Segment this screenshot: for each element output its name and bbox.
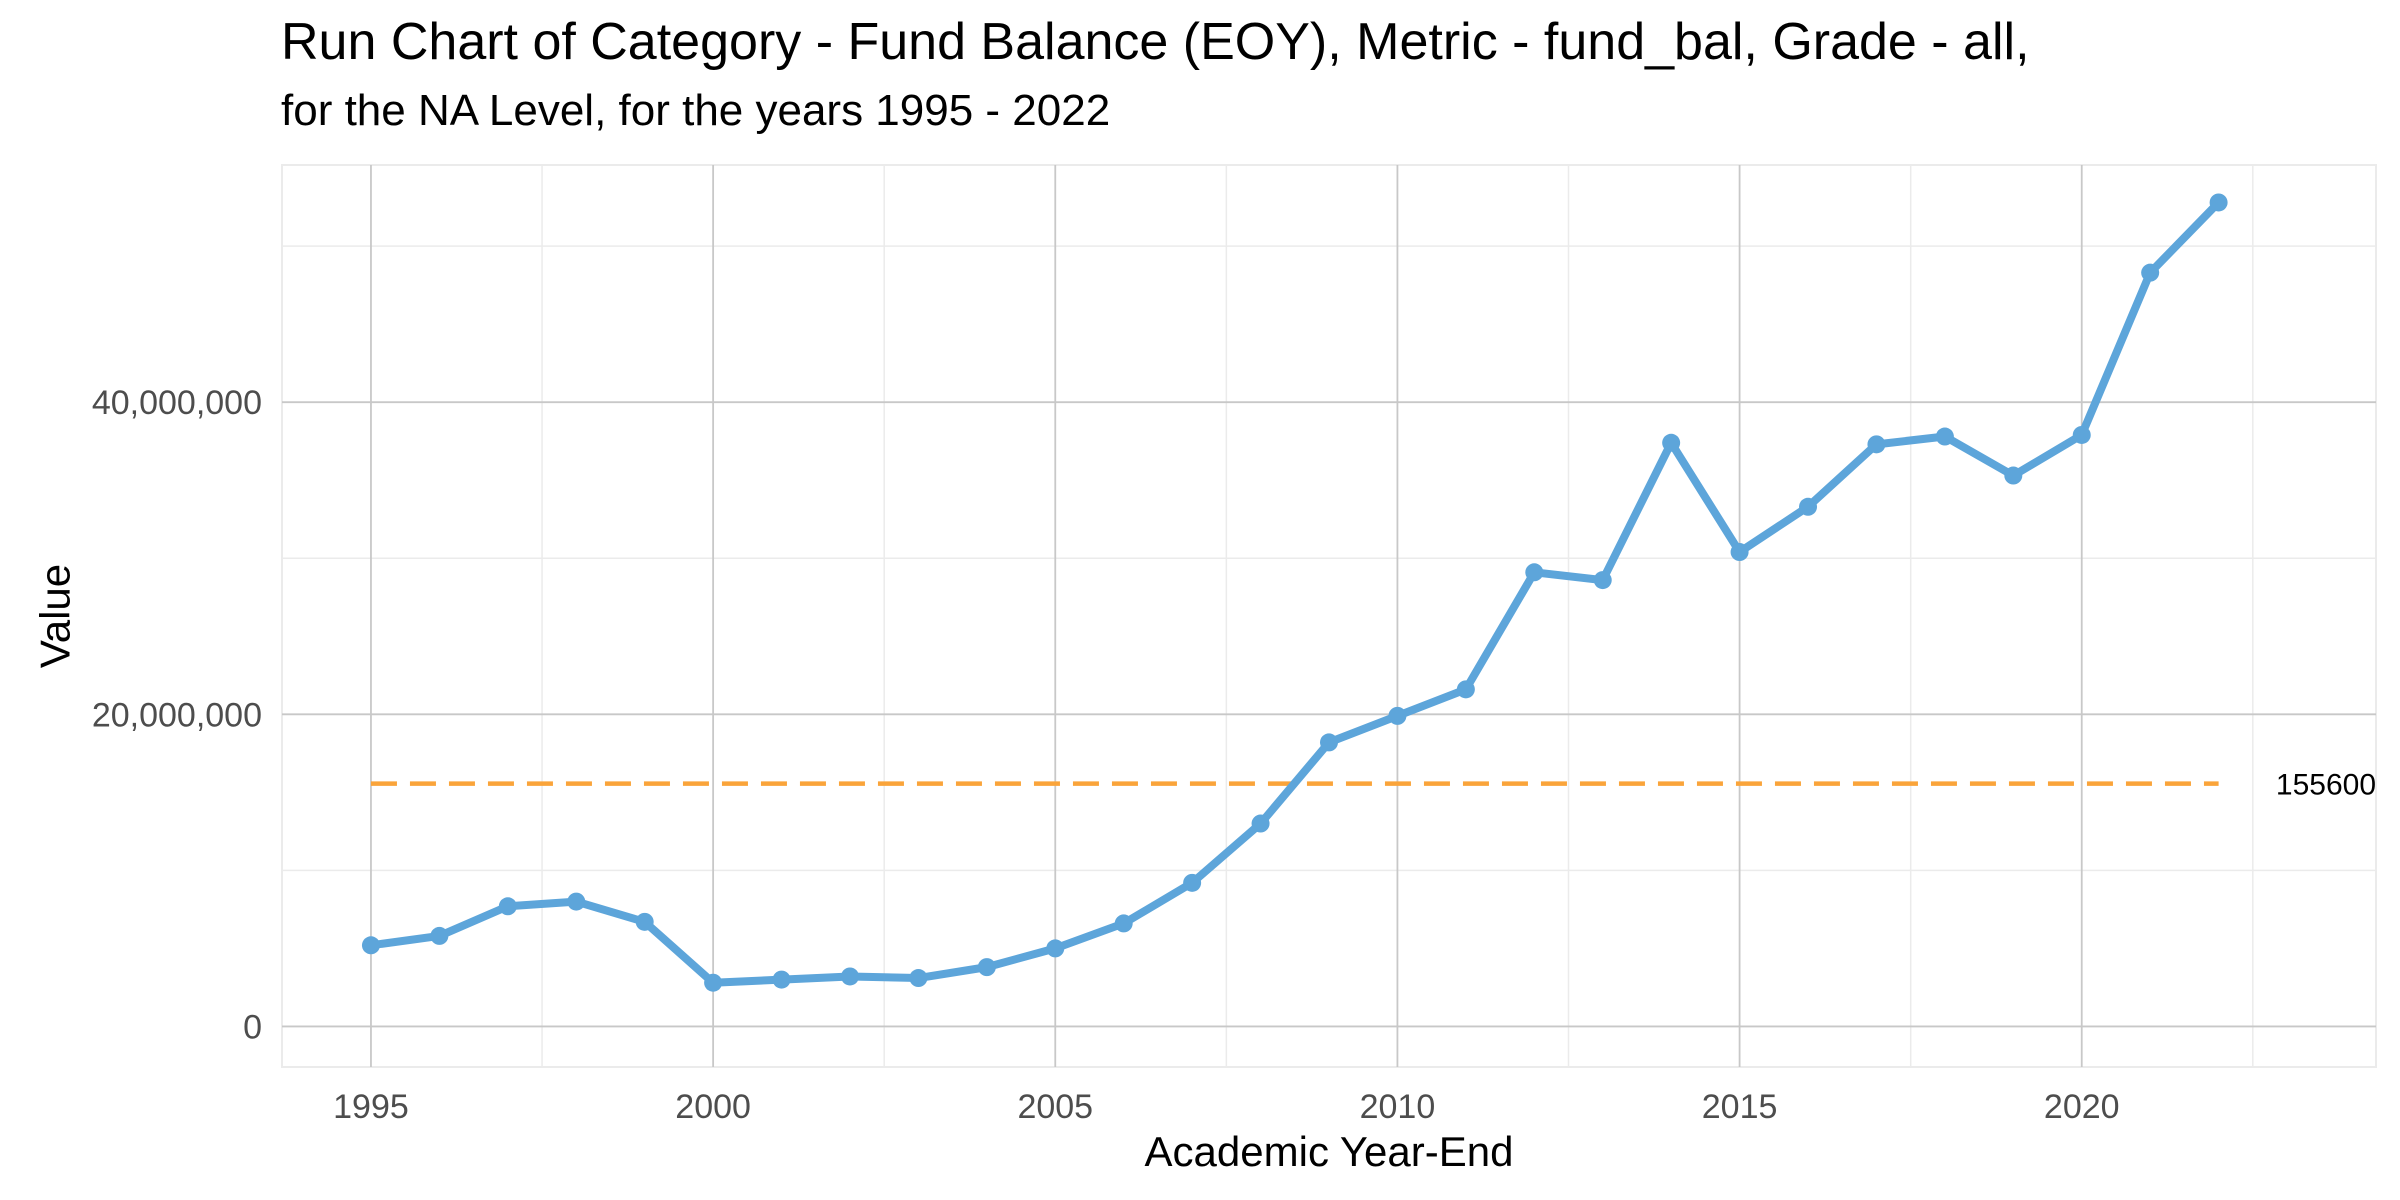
x-axis-title: Academic Year-End [1145,1128,1514,1175]
data-point [977,958,996,977]
series-line [366,198,2223,987]
major-gridlines [282,165,2376,1067]
plot-panel [281,164,2377,1068]
data-point [1320,733,1338,752]
data-point [498,897,517,916]
data-point [1730,543,1749,562]
data-point [1662,433,1681,452]
y-axis-ticks: 0 20,000,000 40,000,000 [92,384,262,1046]
x-tick-label: 2000 [675,1088,751,1126]
y-tick-label: 40,000,000 [92,384,262,422]
data-point [1525,563,1544,582]
data-point [1593,571,1612,590]
data-point [361,936,380,955]
data-point [1456,680,1475,699]
minor-gridlines [282,165,2376,1067]
data-point [1799,497,1818,516]
y-tick-label: 0 [243,1008,262,1046]
reference-layer: 155600 [370,769,2376,802]
data-point [840,967,859,986]
data-point [2209,193,2228,212]
data-point [2072,425,2091,444]
data-point [430,926,449,945]
x-axis-ticks: 1995 2000 2005 2010 2015 2020 [333,1088,2119,1126]
data-point [1388,706,1407,725]
data-point [2141,263,2160,282]
data-point [1114,914,1133,933]
data-point [909,969,928,988]
y-tick-label: 20,000,000 [92,696,262,734]
data-point [772,970,791,989]
data-point [704,973,723,992]
chart-title: Run Chart of Category - Fund Balance (EO… [281,13,2030,71]
data-point [2004,466,2023,485]
data-point [1935,427,1954,446]
data-point [1183,873,1202,892]
data-point [567,892,586,911]
x-tick-label: 2015 [1702,1088,1778,1126]
data-point [1867,435,1886,454]
y-axis-title: Value [32,564,79,668]
data-point [1046,939,1065,958]
data-point [635,912,654,931]
chart-subtitle: for the NA Level, for the years 1995 - 2… [281,86,1111,135]
reference-line-label: 155600 [2276,769,2376,802]
x-tick-label: 2005 [1017,1088,1093,1126]
x-tick-label: 2010 [1360,1088,1436,1126]
x-tick-label: 1995 [333,1088,409,1126]
x-tick-label: 2020 [2044,1088,2120,1126]
data-point [1251,814,1270,833]
series-layer [361,193,2228,992]
